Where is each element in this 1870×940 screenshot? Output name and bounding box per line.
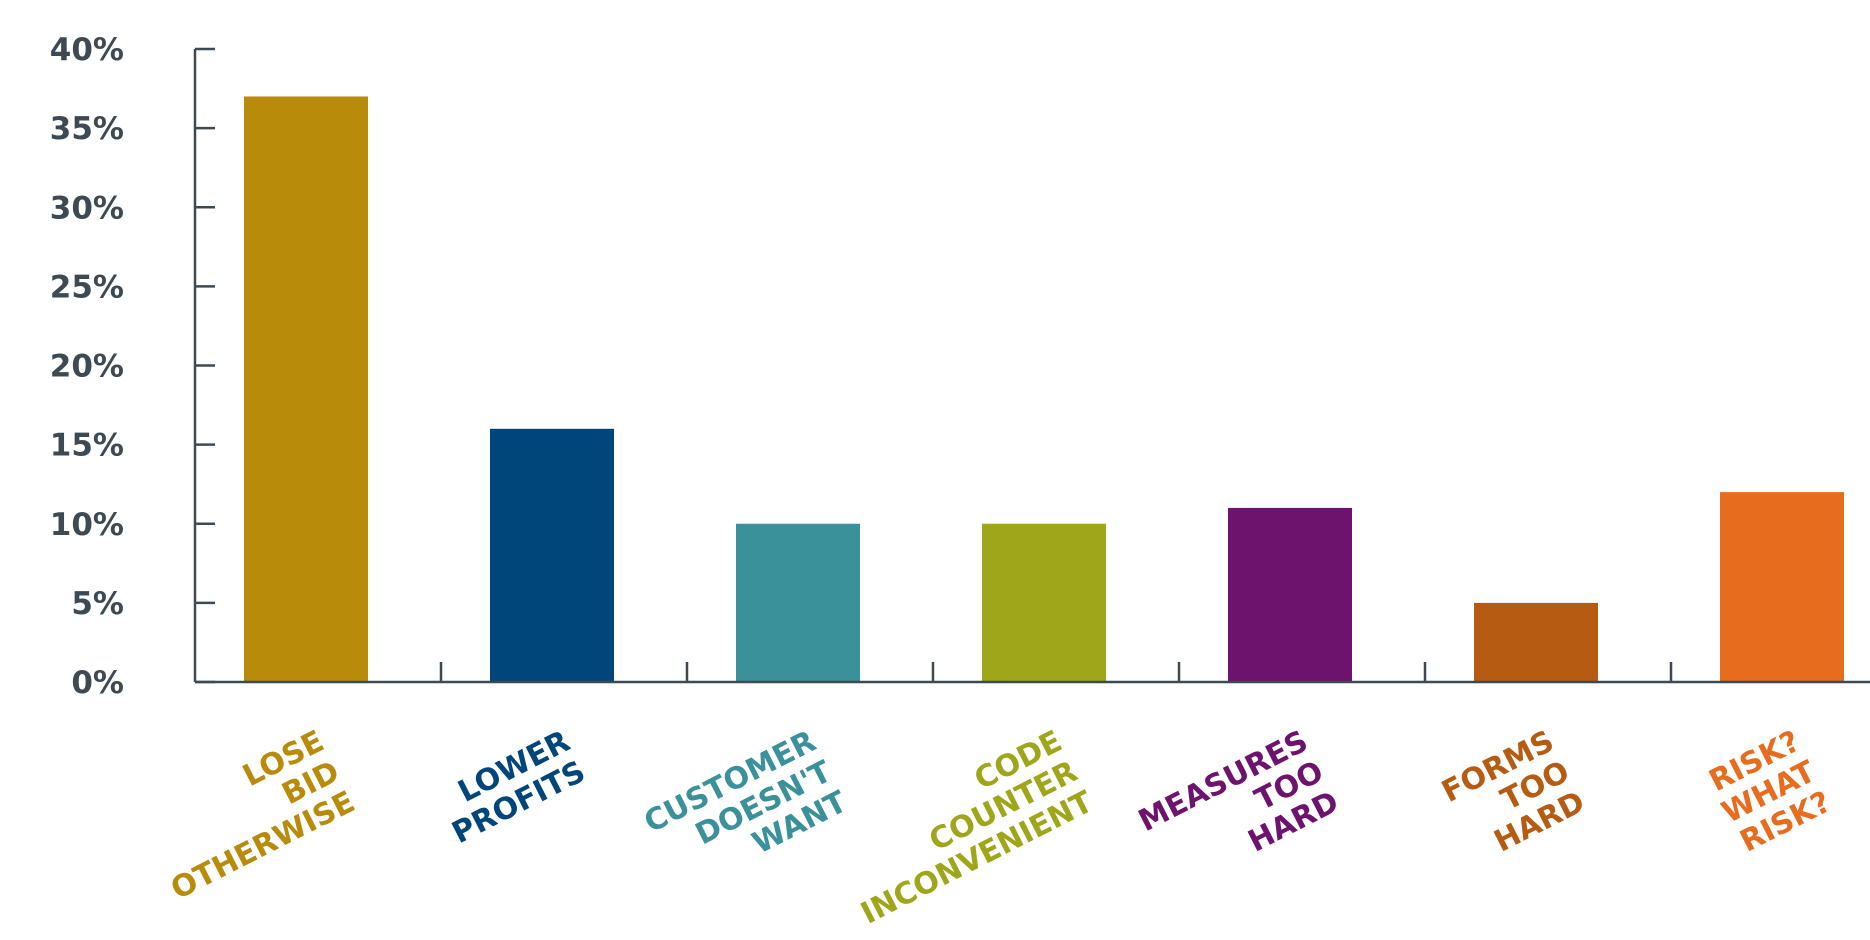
category-label: MEASURESTOOHARD	[1133, 724, 1344, 900]
category-label: CODECOUNTERINCONVENIENT	[825, 724, 1099, 932]
bar	[1228, 507, 1352, 682]
bar	[1720, 492, 1844, 682]
y-tick-label: 5%	[71, 586, 124, 622]
bar	[736, 523, 860, 682]
x-axis	[195, 662, 1870, 684]
category-label-line: OTHERWISE	[165, 785, 360, 907]
y-tick-label: 40%	[50, 32, 124, 68]
y-tick-label: 10%	[50, 507, 124, 543]
bar	[982, 523, 1106, 682]
bar	[1474, 602, 1598, 682]
bars	[244, 96, 1844, 683]
y-tick-label: 35%	[50, 111, 124, 147]
category-label: FORMSTOOHARD	[1436, 724, 1590, 871]
bar	[490, 428, 614, 682]
category-label: LOSEBIDOTHERWISE	[135, 724, 361, 907]
category-label: CUSTOMERDOESN'TWANT	[639, 724, 853, 901]
y-tick-label: 15%	[50, 428, 124, 464]
bar	[244, 96, 368, 683]
category-labels: LOSEBIDOTHERWISE LOWERPROFITS CUSTOMERDOES…	[135, 724, 1837, 932]
category-label: RISK?WHATRISK?	[1701, 724, 1837, 861]
y-tick-label: 30%	[50, 190, 124, 226]
y-tick-label: 25%	[50, 269, 124, 305]
category-label: LOWERPROFITS	[431, 724, 591, 851]
y-tick-label: 20%	[50, 349, 124, 385]
y-tick-label: 0%	[71, 665, 124, 701]
y-axis: 0% 5% 10% 15% 20% 25% 30% 35% 40%	[50, 32, 215, 701]
